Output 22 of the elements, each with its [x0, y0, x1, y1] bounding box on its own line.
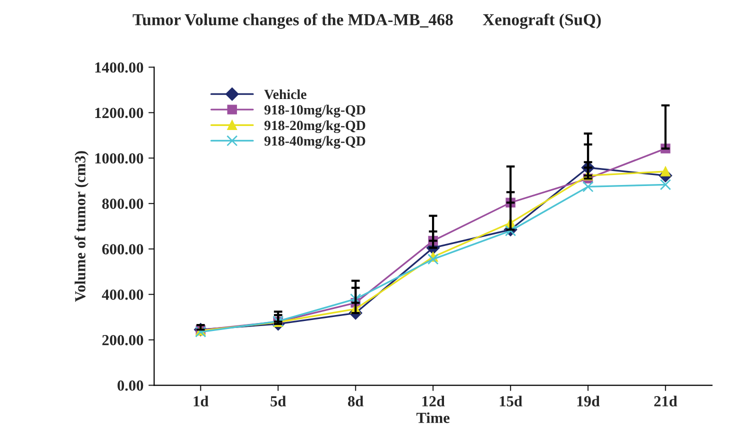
x-tick-label: 5d: [270, 396, 286, 406]
x-tick-label: 8d: [348, 396, 364, 406]
x-tick-label: 1d: [194, 396, 209, 406]
legend-label: Vehicle: [264, 89, 306, 100]
x-axis-title: Time: [416, 412, 450, 424]
legend-label: 918-40mg/kg-QD: [264, 136, 366, 149]
y-tick-label: 200.00: [102, 334, 144, 346]
y-tick-label: 0.00: [118, 380, 144, 391]
y-tick-label: 1200.00: [95, 108, 144, 118]
x-tick-label: 15d: [500, 396, 522, 406]
x-tick-label: 19d: [577, 396, 600, 406]
chart-title: Tumor Volume changes of the MDA-MB_468 Xenograft (SuQ): [132, 13, 601, 29]
y-tick-label: 800.00: [102, 198, 144, 210]
y-tick-label: 600.00: [102, 244, 144, 254]
legend-label: 918-20mg/kg-QD: [264, 120, 366, 134]
x-tick-label: 12d: [422, 396, 445, 406]
y-axis-title: Volume of tumor (cm3): [74, 151, 89, 302]
y-tick-label: 1000.00: [95, 153, 144, 164]
x-tick-label: 21d: [654, 396, 678, 406]
y-tick-label: 1400.00: [95, 62, 144, 73]
y-tick-label: 400.00: [102, 290, 144, 300]
legend-label: 918-10mg/kg-QD: [264, 104, 366, 118]
